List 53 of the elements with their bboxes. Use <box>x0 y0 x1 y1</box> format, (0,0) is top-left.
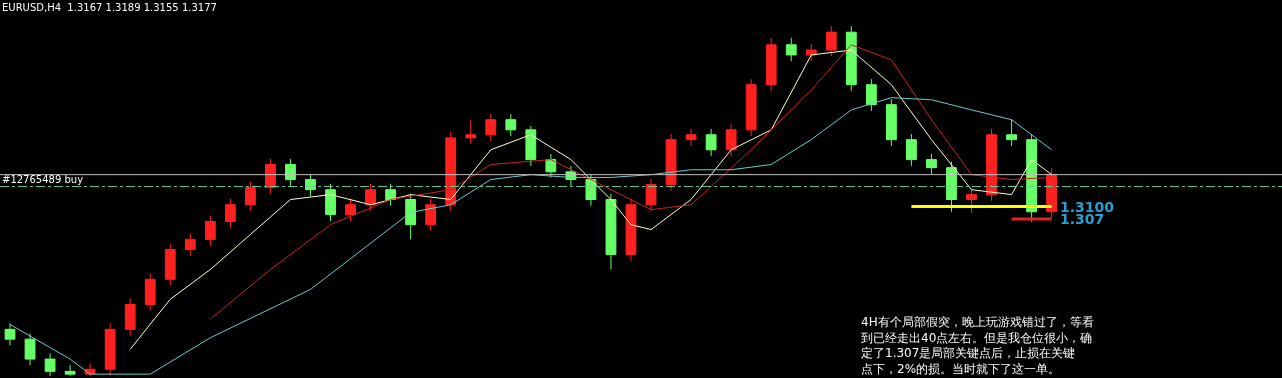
candlestick <box>685 128 697 147</box>
ref-line-label: #12765489 buy <box>2 174 84 185</box>
candlestick <box>725 123 737 157</box>
candlestick <box>325 183 336 222</box>
candlestick <box>445 131 457 212</box>
candlestick <box>164 243 176 287</box>
annotation: 4H有个局部假突，晚上玩游戏错过了，等看到已经走出40点左右。但是我仓位很小，确定了1.307是局部关键点后，止损在关键点下，2%的损。当时就下了这一单。 <box>861 315 1094 376</box>
candlestick <box>265 158 276 195</box>
candlestick <box>705 128 717 157</box>
candlestick <box>124 298 136 337</box>
candlestick <box>946 161 957 213</box>
candlestick <box>285 158 296 187</box>
candlestick <box>4 322 16 346</box>
candlestick <box>24 333 36 366</box>
candlestick <box>765 37 777 92</box>
candlestick <box>184 233 196 257</box>
candlestick <box>385 183 397 207</box>
candlestick <box>845 25 857 92</box>
candlestick <box>305 173 316 197</box>
candlestick <box>605 193 617 270</box>
candlestick <box>625 198 637 262</box>
candlestick <box>645 178 657 212</box>
candlestick <box>144 273 156 311</box>
candlestick <box>865 78 877 112</box>
candlestick <box>825 25 837 57</box>
candlestick <box>1006 119 1017 147</box>
chart-title: EURUSD,H4 1.3167 1.3189 1.3155 1.3177 <box>2 2 217 13</box>
candlestick <box>224 198 236 229</box>
candlestick <box>805 43 817 62</box>
candlestick <box>885 98 897 147</box>
candlestick <box>966 188 977 214</box>
candlestick <box>204 215 216 247</box>
candlestick <box>906 133 917 167</box>
candlestick <box>425 198 437 232</box>
candlestick <box>104 322 116 377</box>
candlestick <box>84 362 96 377</box>
candlestick <box>244 181 256 212</box>
candlestick <box>44 353 56 377</box>
candlestick <box>505 113 517 137</box>
candlestick <box>1046 167 1058 219</box>
candlestick <box>665 133 677 192</box>
candlestick <box>365 183 376 212</box>
candlestick <box>986 128 997 202</box>
candlestick <box>585 173 597 207</box>
candlestick <box>785 37 797 62</box>
candlestick <box>525 125 537 167</box>
candlestick <box>345 198 356 222</box>
candlestick <box>926 153 937 175</box>
candlestick <box>64 364 76 377</box>
candlestick <box>465 119 477 145</box>
candlestick <box>485 113 497 142</box>
candlestick <box>745 78 757 137</box>
candlestick <box>405 193 417 240</box>
